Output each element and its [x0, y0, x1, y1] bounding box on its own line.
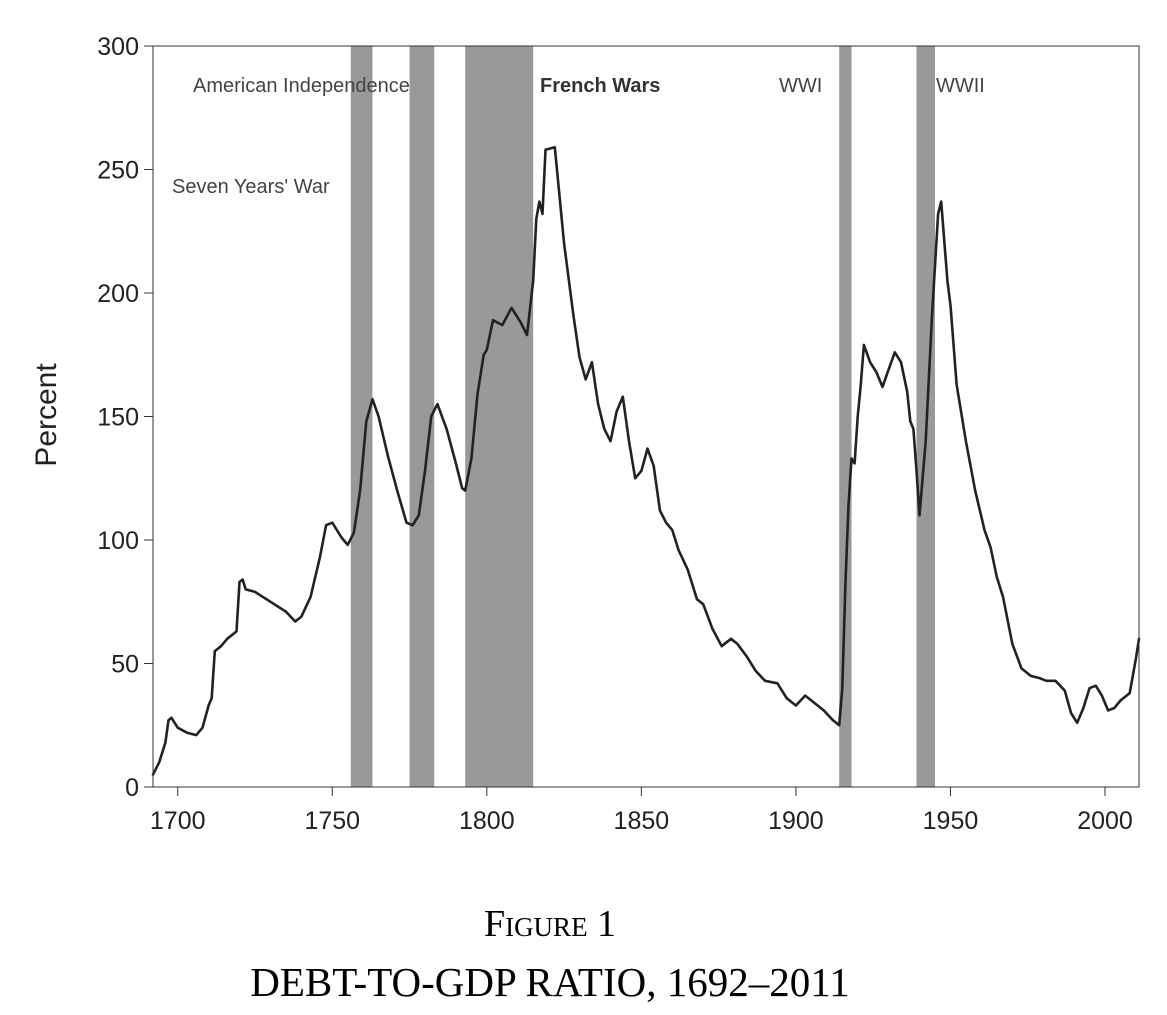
y-tick-label: 0	[125, 774, 139, 802]
war-label: WWII	[936, 75, 985, 97]
war-bands	[350, 46, 935, 787]
x-tick-label: 1850	[614, 807, 670, 835]
figure-title: DEBT-TO-GDP RATIO, 1692–2011	[250, 959, 850, 1005]
debt-ratio-line	[151, 146, 1141, 776]
war-labels: Seven Years' War American Independence Fre…	[172, 75, 985, 198]
y-axis: 0 50 100 150 200 250 300	[97, 33, 153, 802]
y-tick-label: 100	[97, 527, 139, 555]
figure-label: Figure 1	[483, 903, 617, 945]
x-axis: 1700 1750 1800 1850 1900 1950 2000	[150, 787, 1133, 835]
y-axis-label: Percent	[30, 363, 63, 467]
x-tick-label: 1950	[923, 807, 979, 835]
war-label: Seven Years' War	[172, 176, 330, 198]
war-label: American Independence	[193, 75, 410, 97]
war-band	[350, 46, 373, 787]
war-label: WWI	[779, 75, 822, 97]
war-label: French Wars	[540, 75, 660, 97]
x-tick-label: 1750	[304, 807, 360, 835]
y-tick-label: 50	[111, 651, 139, 679]
y-tick-label: 200	[97, 280, 139, 308]
y-tick-label: 150	[97, 404, 139, 432]
y-tick-label: 250	[97, 157, 139, 185]
y-tick-label: 300	[97, 33, 139, 61]
war-band	[839, 46, 852, 787]
x-tick-label: 2000	[1077, 807, 1133, 835]
debt-to-gdp-chart: Seven Years' War American Independence Fre…	[30, 33, 1141, 835]
x-tick-label: 1800	[459, 807, 515, 835]
x-tick-label: 1700	[150, 807, 206, 835]
x-tick-label: 1900	[768, 807, 824, 835]
plot-frame	[152, 45, 1140, 788]
